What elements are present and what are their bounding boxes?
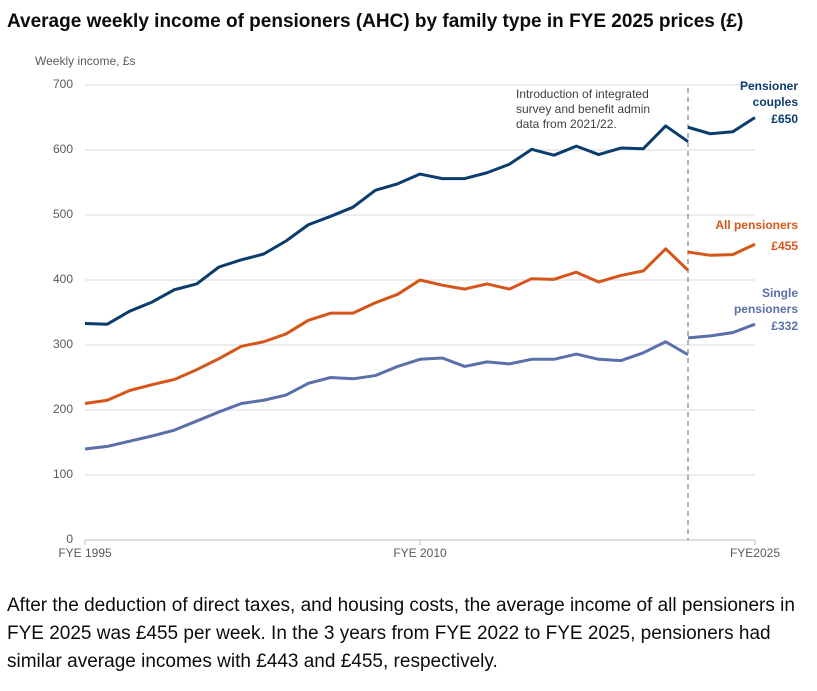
chart-title: Average weekly income of pensioners (AHC… (7, 11, 743, 32)
x-tick-label: FYE 2010 (393, 546, 447, 560)
annotation: survey and benefit admin (516, 102, 650, 116)
series-label: All pensioners (715, 218, 798, 232)
y-tick-label: 400 (53, 272, 73, 286)
y-tick-label: 0 (66, 532, 73, 546)
value-label: £455 (771, 239, 798, 253)
series-line (84, 322, 756, 451)
series-label: Single pensioners (733, 286, 798, 316)
series-label: Pensioner couples (739, 79, 798, 109)
y-tick-label: 100 (53, 467, 73, 481)
y-axis-label: Weekly income, £s (35, 54, 135, 68)
y-tick-label: 500 (53, 207, 73, 221)
paragraph: After the deduction of direct taxes, and… (7, 595, 795, 672)
y-tick-label: 700 (53, 77, 73, 91)
y-tick-label: 300 (53, 337, 73, 351)
annotation: Introduction of integrated (516, 87, 649, 101)
value-label: £650 (771, 112, 798, 126)
value-label: £332 (771, 319, 798, 333)
y-tick-label: 200 (53, 402, 73, 416)
series-line (84, 116, 756, 326)
x-tick-label: FYE 1995 (58, 546, 112, 560)
y-tick-label: 600 (53, 142, 73, 156)
series-line (84, 242, 756, 405)
annotation: data from 2021/22. (516, 117, 617, 131)
x-tick-label: FYE2025 (730, 546, 780, 560)
chart: Average weekly income of pensioners (AHC… (7, 11, 780, 560)
